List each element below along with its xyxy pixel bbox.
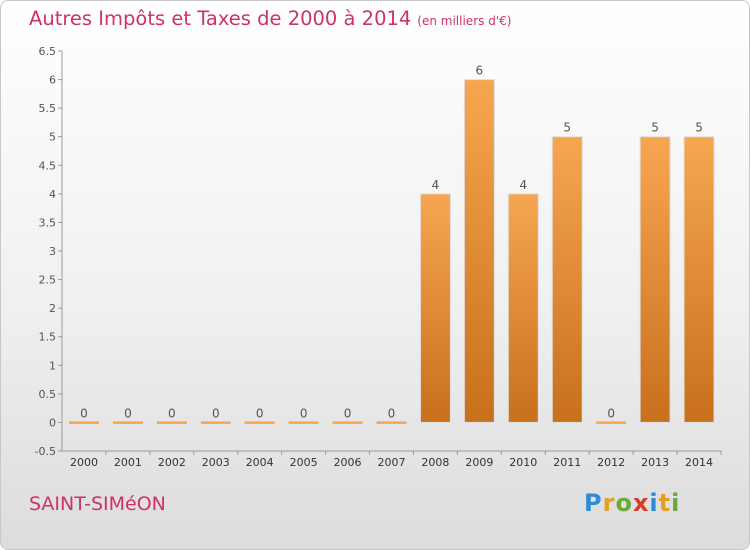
x-tick-label: 2004 — [246, 456, 274, 469]
y-tick-label: 3 — [49, 245, 56, 258]
bar — [68, 421, 99, 424]
data-label: 4 — [519, 178, 527, 192]
bar — [244, 421, 275, 424]
bar — [332, 421, 363, 424]
proxiti-logo: Proxiti — [584, 489, 680, 517]
x-tick-label: 2010 — [509, 456, 537, 469]
bar — [112, 421, 143, 424]
chart-bars — [68, 79, 715, 424]
x-tick-label: 2014 — [685, 456, 713, 469]
y-tick-label: 1 — [49, 359, 56, 372]
bar — [507, 193, 539, 423]
x-tick-label: 2006 — [334, 456, 362, 469]
place-name: SAINT-SIMéON — [29, 493, 166, 515]
logo-letter: i — [649, 489, 659, 517]
x-tick-label: 2008 — [421, 456, 449, 469]
data-label: 0 — [300, 406, 308, 420]
x-tick-label: 2011 — [553, 456, 581, 469]
bar — [683, 136, 715, 423]
y-tick-label: -0.5 — [35, 445, 56, 458]
data-label: 0 — [124, 406, 132, 420]
bar — [639, 136, 671, 423]
y-tick-label: 5.5 — [39, 102, 57, 115]
data-label: 6 — [476, 64, 484, 78]
x-tick-label: 2007 — [378, 456, 406, 469]
data-label: 0 — [607, 406, 615, 420]
y-tick-label: 0.5 — [39, 388, 57, 401]
bar — [156, 421, 187, 424]
x-tick-label: 2012 — [597, 456, 625, 469]
logo-letter: P — [584, 489, 603, 517]
x-tick-label: 2002 — [158, 456, 186, 469]
bar — [376, 421, 407, 424]
bar — [463, 79, 495, 423]
bar — [551, 136, 583, 423]
y-tick-label: 2 — [49, 302, 56, 315]
data-label: 4 — [432, 178, 440, 192]
y-tick-label: 3.5 — [39, 216, 57, 229]
chart-title-text: Autres Impôts et Taxes de 2000 à 2014 — [29, 7, 412, 30]
data-label: 0 — [388, 406, 396, 420]
chart-data-labels: 0 0 0 0 0 0 0 0 4 6 4 5 0 5 5 — [80, 64, 703, 421]
data-label: 0 — [212, 406, 220, 420]
logo-letter: i — [671, 489, 681, 517]
y-tick-label: 4.5 — [39, 159, 57, 172]
chart-axes: -0.5 0 0.5 1 1.5 2 2.5 3 3.5 4 4.5 5 5.5 6 6.5 2000 2001… — [35, 45, 722, 469]
x-tick-label: 2003 — [202, 456, 230, 469]
data-label: 0 — [256, 406, 264, 420]
bar — [200, 421, 231, 424]
data-label: 5 — [695, 121, 703, 135]
data-label: 0 — [80, 406, 88, 420]
y-tick-label: 6 — [49, 74, 56, 87]
data-label: 0 — [344, 406, 352, 420]
y-tick-label: 5 — [49, 131, 56, 144]
data-label: 0 — [168, 406, 176, 420]
y-tick-label: 6.5 — [39, 45, 57, 58]
logo-letter: t — [658, 489, 672, 517]
chart-subtitle: (en milliers d'€) — [417, 14, 512, 28]
data-label: 5 — [563, 121, 571, 135]
x-tick-label: 2013 — [641, 456, 669, 469]
x-tick-label: 2009 — [465, 456, 493, 469]
x-tick-label: 2005 — [290, 456, 318, 469]
logo-letter: r — [602, 489, 616, 517]
chart-title: Autres Impôts et Taxes de 2000 à 2014 (en… — [29, 7, 511, 30]
bar — [419, 193, 451, 423]
x-tick-label: 2001 — [114, 456, 142, 469]
y-tick-label: 0 — [49, 416, 56, 429]
logo-letter: x — [632, 489, 650, 517]
y-tick-label: 1.5 — [39, 331, 57, 344]
data-label: 5 — [651, 121, 659, 135]
logo-letter: o — [615, 489, 633, 517]
y-tick-label: 4 — [49, 188, 56, 201]
y-tick-label: 2.5 — [39, 274, 57, 287]
bar — [596, 421, 627, 424]
bar — [288, 421, 319, 424]
x-tick-label: 2000 — [70, 456, 98, 469]
